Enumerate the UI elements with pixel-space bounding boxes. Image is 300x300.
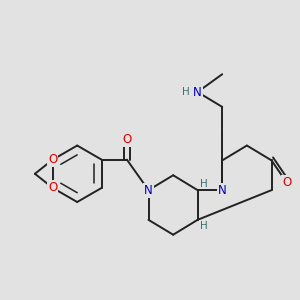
Text: H: H [200, 221, 207, 231]
Text: O: O [48, 182, 57, 194]
Text: N: N [193, 85, 202, 98]
Text: N: N [144, 184, 153, 196]
Text: H: H [182, 87, 190, 97]
Text: H: H [200, 178, 207, 189]
Text: N: N [218, 184, 226, 196]
Text: O: O [122, 133, 131, 146]
Text: O: O [48, 153, 57, 166]
Text: O: O [282, 176, 291, 189]
